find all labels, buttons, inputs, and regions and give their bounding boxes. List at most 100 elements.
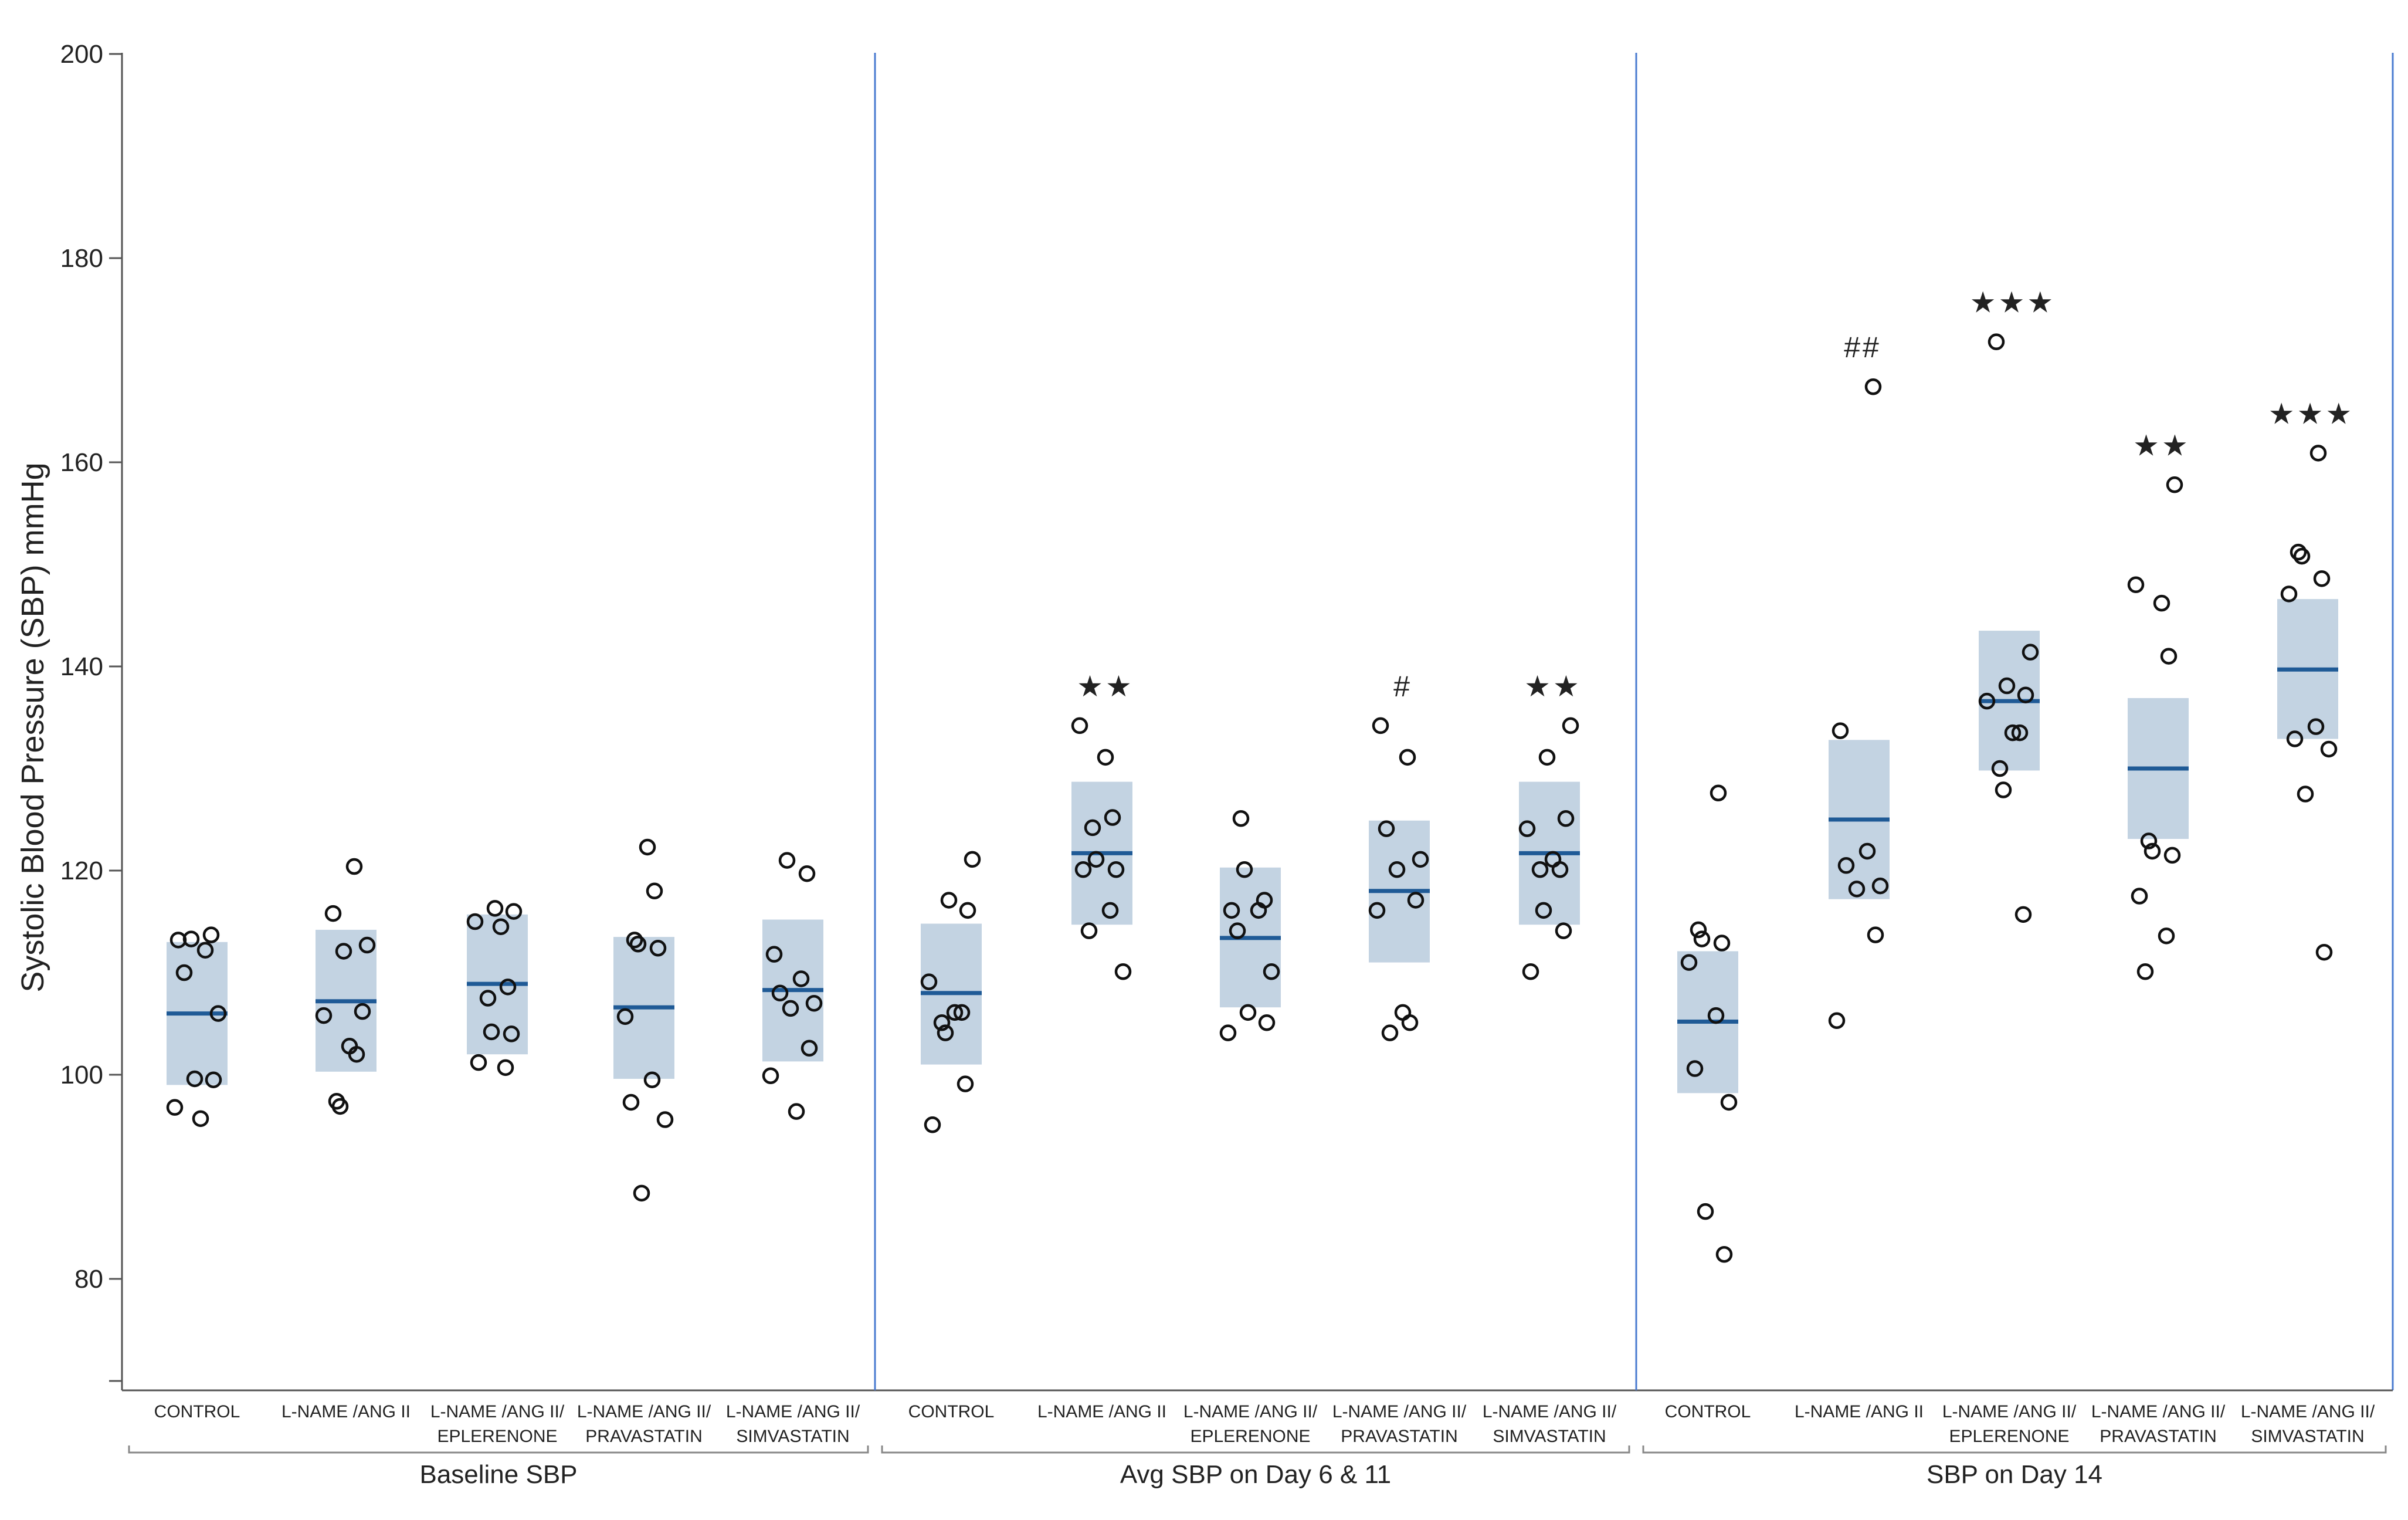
data-point (1538, 749, 1556, 766)
data-point (622, 1094, 640, 1111)
data-point (957, 1075, 974, 1092)
data-point (2004, 724, 2022, 742)
group-label: L-NAME /ANG II (1795, 1402, 1924, 1421)
data-point (2293, 547, 2311, 565)
data-point (1686, 1060, 1704, 1077)
data-point (196, 942, 214, 959)
data-point (778, 852, 796, 869)
data-point (1680, 954, 1698, 971)
group-label: CONTROL (1665, 1402, 1751, 1421)
data-point (1832, 722, 1849, 739)
data-point (2017, 686, 2034, 703)
data-point (503, 1025, 520, 1042)
panel-title: Avg SBP on Day 6 & 11 (1120, 1460, 1391, 1489)
data-point (166, 1099, 184, 1116)
significance-marker: ★★ (1077, 670, 1134, 703)
y-tick-label: 80 (74, 1265, 103, 1294)
group-label: SIMVASTATIN (1493, 1427, 1606, 1446)
data-point (940, 892, 958, 909)
data-point (2297, 786, 2314, 803)
data-point (1531, 861, 1549, 878)
group-label: L-NAME /ANG II/ (1332, 1402, 1467, 1421)
data-point (1407, 892, 1425, 909)
data-point (1074, 861, 1092, 878)
group-label: L-NAME /ANG II/ (1183, 1402, 1318, 1421)
data-point (959, 902, 976, 919)
data-point (169, 932, 187, 949)
data-point (964, 851, 981, 868)
data-point-layer (166, 333, 2338, 1263)
data-point (1562, 717, 1579, 734)
group-label: L-NAME /ANG II/ (1483, 1402, 1617, 1421)
data-point (2163, 847, 2181, 864)
data-point (805, 994, 823, 1012)
data-point (1978, 692, 1996, 710)
data-point (1097, 749, 1114, 766)
data-point (1381, 1024, 1399, 1041)
data-point (1867, 926, 1884, 943)
significance-marker: ★★★ (2268, 397, 2354, 430)
data-point (345, 858, 363, 875)
data-point (2309, 445, 2327, 462)
data-point (315, 1007, 333, 1024)
data-point (335, 943, 352, 960)
data-point (1828, 1012, 1846, 1030)
data-point (1555, 922, 1572, 939)
group-label: L-NAME /ANG II/ (1942, 1402, 2077, 1421)
group-label: L-NAME /ANG II/ (2091, 1402, 2226, 1421)
data-point (1693, 930, 1711, 947)
data-point (1368, 902, 1386, 919)
data-point (782, 1000, 799, 1017)
data-point (175, 964, 193, 981)
significance-marker: ## (1844, 331, 1881, 364)
panel-bracket (881, 1445, 1630, 1454)
data-point (2315, 943, 2333, 961)
data-point (1713, 935, 1731, 952)
group-label: PRAVASTATIN (2100, 1427, 2216, 1446)
data-point (1372, 717, 1389, 734)
group-label: EPLERENONE (437, 1427, 557, 1446)
data-point (1720, 1094, 1738, 1111)
panel-bracket (128, 1445, 869, 1454)
group-label: L-NAME /ANG II/ (430, 1402, 565, 1421)
data-point (771, 984, 789, 1002)
iqr-box-layer (167, 599, 2338, 1094)
data-point (798, 865, 816, 882)
data-point (466, 913, 484, 930)
data-point (2144, 842, 2161, 860)
data-point (1848, 881, 1866, 898)
data-point (2127, 576, 2145, 594)
data-point (1518, 820, 1536, 837)
data-point (1101, 902, 1119, 919)
data-point (1087, 851, 1105, 868)
data-point (2131, 888, 2148, 905)
data-point (946, 1004, 964, 1021)
data-point (924, 1116, 941, 1133)
group-label: L-NAME /ANG II (282, 1402, 411, 1421)
data-point (497, 1059, 514, 1076)
data-point (358, 936, 376, 954)
data-point (1697, 1203, 1714, 1220)
group-label: CONTROL (154, 1402, 240, 1421)
data-point (1236, 861, 1253, 878)
data-point (1219, 1024, 1237, 1041)
data-point (479, 990, 497, 1007)
data-point (1223, 902, 1240, 919)
panel-title: SBP on Day 14 (1927, 1460, 2102, 1489)
data-point (1232, 810, 1250, 827)
data-point (1258, 1014, 1276, 1031)
label-layer: 80 100 120 140 160 180 200 Baseline SBP CONTROL L… (60, 40, 2375, 1489)
data-point (1858, 842, 1876, 860)
data-point (1378, 820, 1395, 837)
group-label: EPLERENONE (1949, 1427, 2069, 1446)
data-point (1995, 781, 2012, 798)
data-point (1250, 902, 1267, 919)
data-point (1551, 861, 1569, 878)
data-point (633, 1184, 650, 1202)
y-tick-label: 140 (60, 652, 103, 681)
data-point (1707, 1007, 1725, 1024)
data-point (483, 1023, 500, 1041)
data-point (2166, 476, 2183, 493)
data-point (1401, 1014, 1419, 1031)
